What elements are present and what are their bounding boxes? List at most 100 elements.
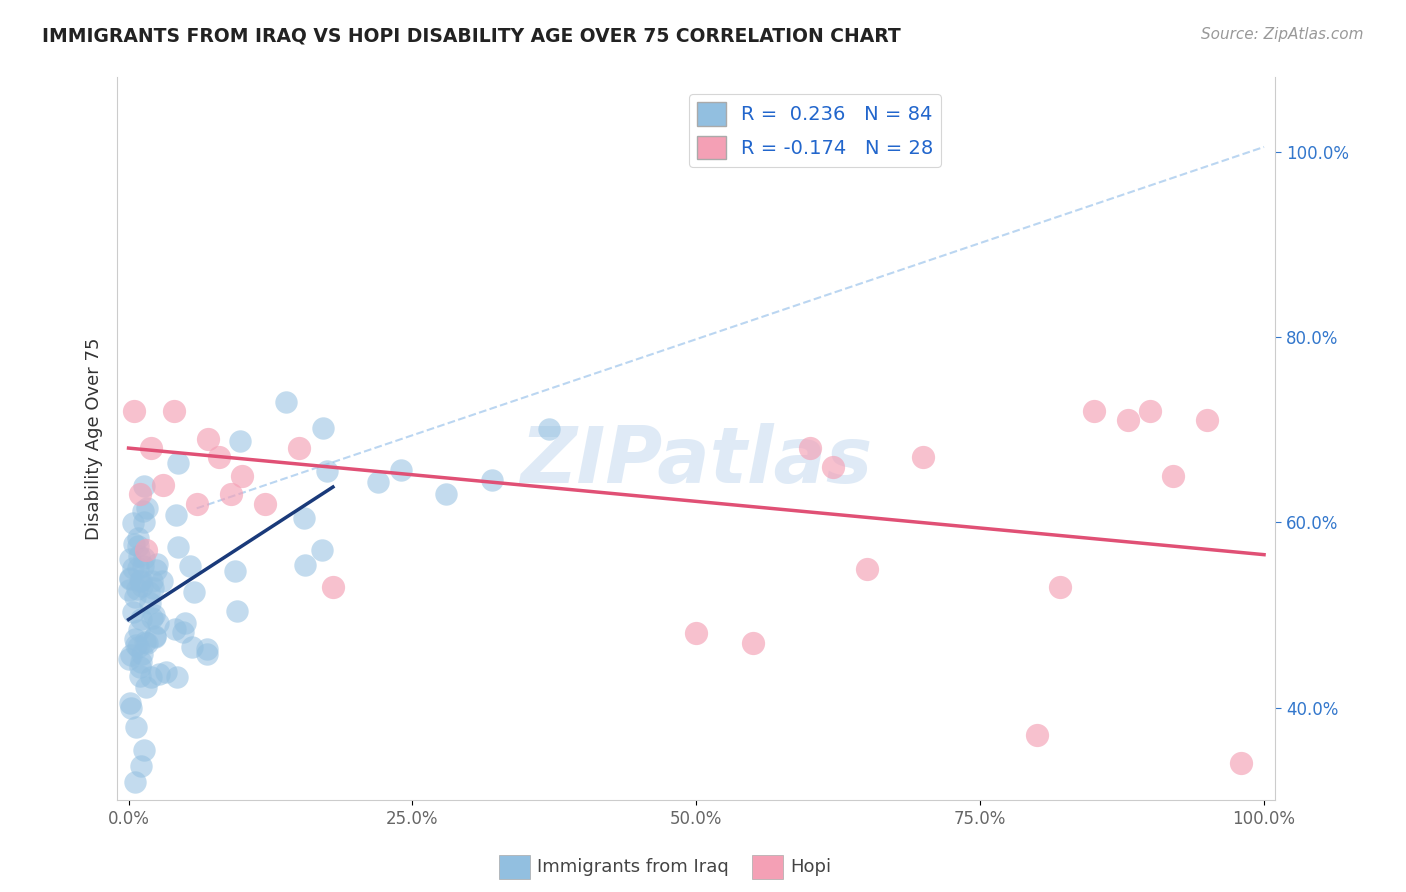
Point [141,441,163,455]
Point [135,501,157,516]
Point [312,421,335,435]
Point [1026,728,1049,742]
Point [120,648,142,662]
Point [288,441,311,455]
Point [129,574,152,588]
Point [122,404,145,418]
Point [165,622,187,636]
Point [125,720,148,734]
Y-axis label: Disability Age Over 75: Disability Age Over 75 [86,337,103,540]
Point [131,579,153,593]
Point [226,604,249,618]
Point [148,615,170,630]
Point [129,669,152,683]
Point [145,563,167,577]
Point [124,632,146,647]
Point [311,543,333,558]
Point [124,774,146,789]
Point [132,515,155,529]
Point [138,585,160,599]
Point [912,450,935,465]
Point [1049,580,1071,594]
Point [143,629,166,643]
Point [1197,413,1219,427]
Point [181,640,204,654]
Point [129,487,152,501]
Point [274,394,297,409]
Point [253,497,276,511]
Point [228,434,250,449]
Point [121,561,143,575]
Point [129,612,152,626]
Point [134,635,156,649]
Point [131,504,153,518]
Point [132,551,155,566]
Point [132,559,155,574]
Point [197,432,219,446]
Point [139,669,162,683]
Point [150,574,173,589]
Point [1230,756,1253,771]
Point [436,487,458,501]
Point [122,537,145,551]
Point [742,636,765,650]
Point [179,559,201,574]
Point [172,624,194,639]
Point [122,516,145,531]
Point [294,558,316,572]
Point [139,596,162,610]
Point [537,422,560,436]
Point [1083,404,1105,418]
Point [131,759,153,773]
Point [118,572,141,586]
Point [224,564,246,578]
Point [127,539,149,553]
Point [799,441,821,455]
Text: Source: ZipAtlas.com: Source: ZipAtlas.com [1201,27,1364,42]
Point [1116,413,1139,427]
Point [208,450,231,465]
Point [122,606,145,620]
Point [118,551,141,566]
Point [129,660,152,674]
Text: ZIPatlas: ZIPatlas [520,423,872,499]
Point [129,655,152,669]
Point [118,582,141,597]
Point [1161,469,1184,483]
Point [166,540,188,554]
Point [481,473,503,487]
Point [143,630,166,644]
Point [166,456,188,470]
Point [127,532,149,546]
Point [131,647,153,661]
Point [174,616,197,631]
Point [163,404,186,418]
Point [855,561,877,575]
Point [292,510,315,524]
Point [195,648,218,662]
Text: IMMIGRANTS FROM IRAQ VS HOPI DISABILITY AGE OVER 75 CORRELATION CHART: IMMIGRANTS FROM IRAQ VS HOPI DISABILITY … [42,27,901,45]
Point [141,574,163,589]
Point [322,580,344,594]
Point [389,463,412,477]
Point [132,479,155,493]
Point [186,497,208,511]
Point [146,558,169,572]
Point [128,549,150,564]
Point [166,669,188,683]
Point [128,574,150,588]
Point [195,642,218,657]
Text: Immigrants from Iraq: Immigrants from Iraq [537,858,728,876]
Point [315,464,337,478]
Point [148,667,170,681]
Text: Hopi: Hopi [790,858,831,876]
Point [128,623,150,637]
Point [142,581,165,595]
Point [127,582,149,596]
Point [127,640,149,654]
Point [141,611,163,625]
Point [117,652,139,666]
Point [165,508,187,522]
Point [121,700,143,714]
Point [120,571,142,585]
